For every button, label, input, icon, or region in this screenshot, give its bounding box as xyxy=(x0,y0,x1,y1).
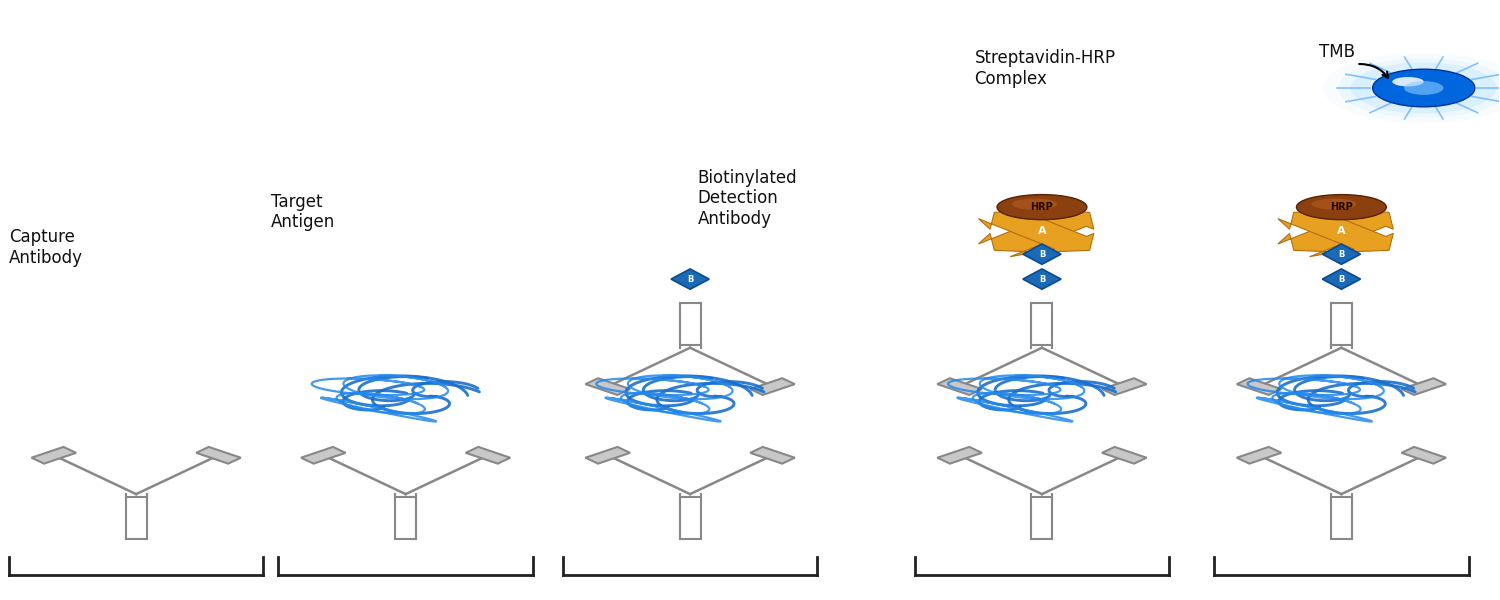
Text: Biotinylated
Detection
Antibody: Biotinylated Detection Antibody xyxy=(698,169,796,228)
Text: B: B xyxy=(1338,250,1344,259)
Ellipse shape xyxy=(1013,199,1058,210)
Polygon shape xyxy=(302,447,345,464)
Text: Capture
Antibody: Capture Antibody xyxy=(9,229,82,267)
Polygon shape xyxy=(465,447,510,464)
Text: TMB: TMB xyxy=(1318,43,1354,61)
Ellipse shape xyxy=(1372,69,1474,107)
Ellipse shape xyxy=(998,194,1088,220)
Text: Streptavidin-HRP
Complex: Streptavidin-HRP Complex xyxy=(975,49,1116,88)
Polygon shape xyxy=(1323,244,1360,265)
Polygon shape xyxy=(1278,211,1394,257)
Text: B: B xyxy=(1338,275,1344,284)
Polygon shape xyxy=(670,269,710,289)
Polygon shape xyxy=(32,447,76,464)
Polygon shape xyxy=(1102,378,1146,395)
Ellipse shape xyxy=(1338,58,1500,118)
Ellipse shape xyxy=(1352,62,1497,113)
Ellipse shape xyxy=(1392,77,1423,86)
Ellipse shape xyxy=(1296,194,1386,220)
Text: HRP: HRP xyxy=(1330,202,1353,212)
Polygon shape xyxy=(938,378,982,395)
Text: B: B xyxy=(1040,250,1046,259)
Text: A: A xyxy=(1336,226,1346,236)
Polygon shape xyxy=(196,447,242,464)
Ellipse shape xyxy=(1323,53,1500,123)
Polygon shape xyxy=(1401,447,1446,464)
Polygon shape xyxy=(585,447,630,464)
Polygon shape xyxy=(1401,378,1446,395)
Text: A: A xyxy=(1038,226,1047,236)
Ellipse shape xyxy=(1311,199,1356,210)
Polygon shape xyxy=(1023,244,1060,265)
Polygon shape xyxy=(1278,206,1394,252)
Polygon shape xyxy=(750,378,795,395)
Polygon shape xyxy=(750,447,795,464)
Polygon shape xyxy=(938,447,982,464)
Polygon shape xyxy=(585,378,630,395)
Polygon shape xyxy=(1238,447,1281,464)
Polygon shape xyxy=(1238,378,1281,395)
Polygon shape xyxy=(1323,269,1360,289)
Text: HRP: HRP xyxy=(1030,202,1053,212)
Polygon shape xyxy=(1102,447,1146,464)
Polygon shape xyxy=(978,206,1094,252)
Text: B: B xyxy=(687,275,693,284)
Text: Target
Antigen: Target Antigen xyxy=(272,193,334,232)
Polygon shape xyxy=(1023,269,1060,289)
Ellipse shape xyxy=(1404,81,1443,95)
Text: B: B xyxy=(1040,275,1046,284)
Polygon shape xyxy=(978,211,1094,257)
